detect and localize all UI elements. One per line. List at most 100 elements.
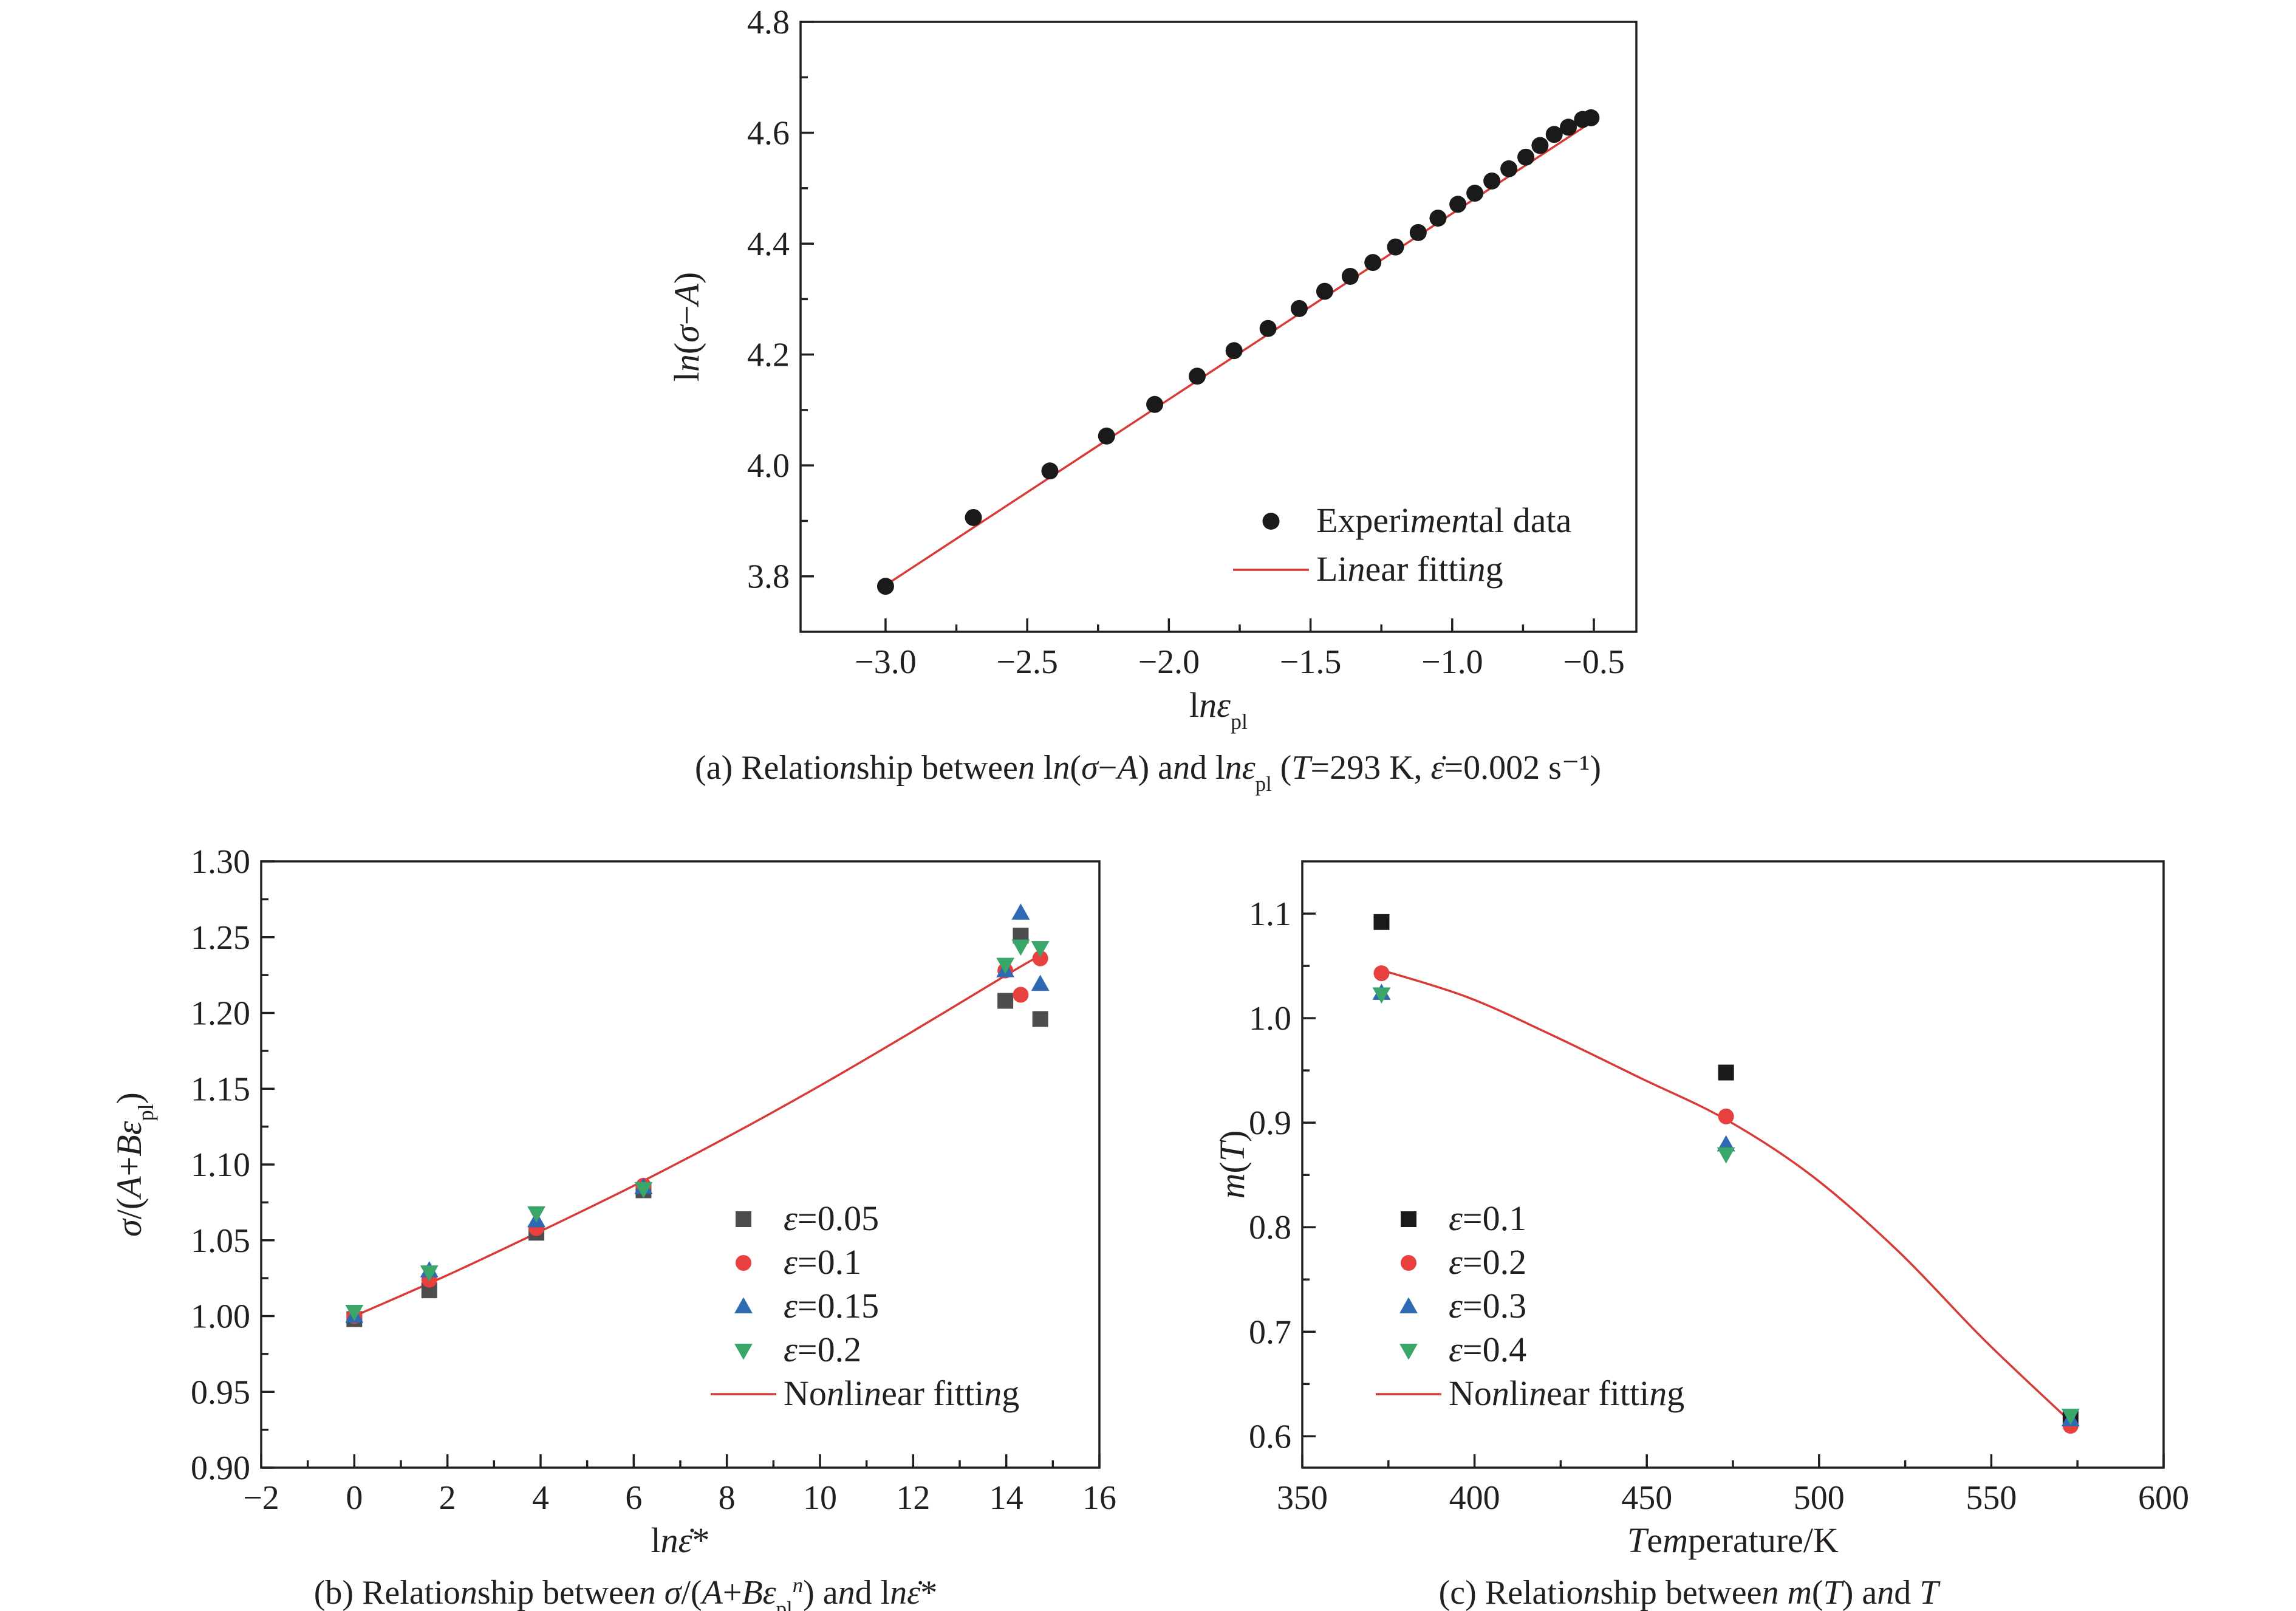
legend-marker — [1399, 1297, 1418, 1314]
x-tick-label: 0 — [346, 1479, 363, 1517]
y-tick-label: 0.8 — [1249, 1209, 1291, 1247]
y-tick-label: 0.90 — [191, 1449, 250, 1487]
data-point — [1517, 148, 1535, 166]
data-point — [996, 957, 1015, 974]
data-point — [1582, 109, 1600, 126]
legend: ε=0.05 ε=0.1 ε=0.15 ε=0.2 Nonlinear fitting — [711, 1199, 1019, 1413]
y-tick-label: 1.25 — [191, 919, 250, 957]
panel-b-chart: −2 0 2 4 6 8 10 12 14 16 0.90 0.95 1.00 1.05 1.10 1.15 1… — [109, 843, 1116, 1611]
data-point — [1387, 238, 1404, 256]
x-tick-label: 16 — [1082, 1479, 1116, 1517]
legend-marker — [1399, 1343, 1418, 1360]
data-point — [997, 993, 1014, 1009]
data-point — [634, 1182, 653, 1199]
data-point — [1225, 342, 1243, 360]
data-point — [1372, 987, 1391, 1004]
panel-caption: (c) Relationship between m(T) and T — [1439, 1574, 1941, 1611]
data-point — [876, 578, 894, 595]
y-tick-label: 4.6 — [747, 115, 790, 152]
data-point — [1483, 172, 1501, 190]
x-tick-label: 450 — [1621, 1479, 1672, 1517]
data-point — [1189, 368, 1206, 385]
y-tick-label: 1.30 — [191, 843, 250, 881]
data-point — [1717, 1147, 1735, 1164]
data-point — [1449, 196, 1467, 213]
data-point — [1316, 282, 1333, 300]
plot-frame — [799, 21, 1638, 633]
data-point — [1373, 965, 1390, 982]
x-tick-label: 12 — [896, 1479, 930, 1517]
x-tick-label: −1.0 — [1421, 643, 1483, 681]
y-tick-label: 4.2 — [747, 337, 790, 374]
data-point — [1031, 941, 1050, 957]
data-point — [1259, 320, 1277, 337]
y-tick-label: 1.0 — [1249, 1000, 1291, 1038]
legend-label: ε=0.4 — [1449, 1330, 1526, 1369]
y-axis-title: σ/(A+Bεpl) — [109, 1092, 158, 1237]
panel-caption: (b) Relationship between σ/(A+Bεpln) and… — [314, 1573, 937, 1611]
x-axis-title: Temperature/K — [1627, 1520, 1839, 1560]
data-point — [1013, 987, 1029, 1003]
data-point — [1146, 395, 1164, 413]
y-tick-label: 0.6 — [1249, 1418, 1291, 1455]
x-tick-label: 14 — [989, 1479, 1023, 1517]
data-point — [1364, 254, 1382, 272]
x-tick-label: −2 — [243, 1479, 279, 1517]
legend-marker — [734, 1343, 753, 1360]
y-tick-label: 1.20 — [191, 995, 250, 1033]
x-tick-label: 350 — [1277, 1479, 1328, 1517]
data-point — [1560, 118, 1577, 136]
x-tick-label: 8 — [719, 1479, 736, 1517]
data-point — [1098, 427, 1115, 445]
legend-label: ε=0.15 — [784, 1286, 879, 1325]
legend-label: ε=0.05 — [784, 1199, 879, 1238]
x-tick-label: 400 — [1449, 1479, 1500, 1517]
y-tick-label: 1.00 — [191, 1298, 250, 1336]
legend-label: Nonlinear fitting — [784, 1373, 1019, 1413]
legend-marker — [736, 1255, 751, 1271]
legend-marker — [734, 1297, 753, 1314]
data-point — [1466, 185, 1484, 202]
data-point — [1341, 267, 1359, 285]
fit-line — [354, 954, 1041, 1318]
x-tick-label: 2 — [439, 1479, 456, 1517]
x-tick-label: −3.0 — [855, 643, 917, 681]
legend-marker — [736, 1211, 751, 1227]
legend-label: ε=0.1 — [784, 1242, 861, 1282]
legend-label: ε=0.2 — [1449, 1242, 1526, 1282]
y-tick-label: 0.9 — [1249, 1104, 1291, 1142]
data-point — [1011, 903, 1030, 920]
y-tick-label: 4.8 — [747, 4, 790, 41]
y-tick-label: 0.95 — [191, 1373, 250, 1411]
y-tick-label: 3.8 — [747, 558, 790, 596]
data-point — [1545, 126, 1563, 143]
data-point — [2061, 1408, 2080, 1425]
y-tick-label: 4.4 — [747, 225, 790, 263]
y-tick-label: 1.15 — [191, 1070, 250, 1108]
data-point — [1041, 462, 1059, 480]
data-point — [1032, 950, 1048, 966]
legend-label: ε=0.2 — [784, 1330, 861, 1369]
legend-label: Nonlinear fitting — [1449, 1373, 1684, 1413]
x-tick-label: 550 — [1966, 1479, 2017, 1517]
legend-label: ε=0.1 — [1449, 1199, 1526, 1238]
legend-label: Linear fitting — [1316, 549, 1503, 589]
data-point — [1500, 160, 1518, 177]
legend: Experimental data Linear fitting — [1233, 501, 1571, 589]
x-tick-label: −0.5 — [1563, 643, 1625, 681]
y-tick-label: 0.7 — [1249, 1313, 1291, 1351]
legend-label: Experimental data — [1316, 501, 1571, 540]
y-tick-label: 4.0 — [747, 447, 790, 485]
panel-a-chart: −3.0 −2.5 −2.0 −1.5 −1.0 −0.5 3.8 4.0 4.2 4.4 4.6 4… — [667, 4, 1638, 796]
data-point — [1429, 210, 1447, 227]
data-point — [1409, 224, 1427, 241]
x-tick-label: −1.5 — [1280, 643, 1342, 681]
plot-frame — [1301, 860, 2165, 1469]
legend-marker — [1262, 513, 1280, 530]
legend-label: ε=0.3 — [1449, 1286, 1526, 1325]
x-axis-title: lnε̇* — [651, 1520, 710, 1560]
data-point — [1032, 1011, 1048, 1027]
data-point — [1031, 974, 1050, 991]
y-tick-label: 1.05 — [191, 1222, 250, 1260]
